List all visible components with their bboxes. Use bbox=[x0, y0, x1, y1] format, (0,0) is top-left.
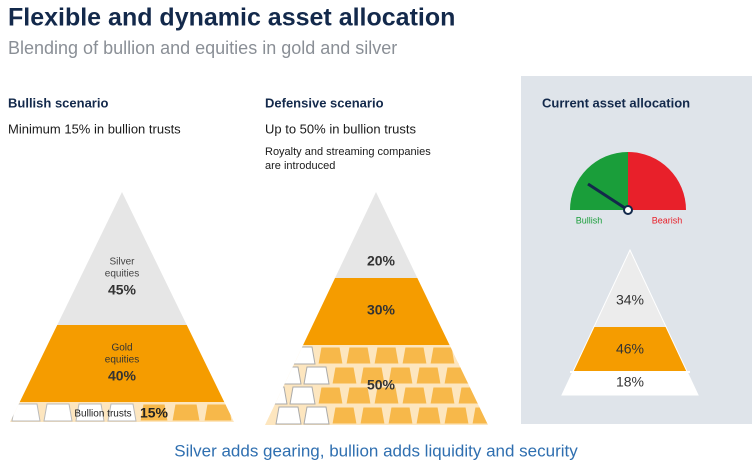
bullion-bar bbox=[317, 386, 344, 405]
layer-label: equities bbox=[105, 269, 139, 280]
layer-label: Bullion trusts bbox=[74, 409, 131, 420]
layer-label: Silver bbox=[109, 257, 135, 268]
layer-value: 18% bbox=[616, 374, 644, 390]
bullion-bar bbox=[387, 366, 414, 385]
footer: Silver adds gearing, bullion adds liquid… bbox=[174, 441, 578, 460]
bullion-bar bbox=[317, 346, 344, 365]
layer-value: 50% bbox=[367, 377, 396, 393]
bullion-bar bbox=[265, 346, 288, 365]
bullion-bar bbox=[485, 346, 488, 365]
bullion-bar bbox=[471, 366, 488, 385]
bullion-bar bbox=[203, 403, 233, 422]
bullion-bar bbox=[485, 386, 488, 405]
bullion-bar bbox=[373, 386, 400, 405]
panel-title: Defensive scenario bbox=[265, 95, 384, 110]
bullion-bar bbox=[303, 366, 330, 385]
bullion-bar bbox=[331, 366, 358, 385]
layer-value: 45% bbox=[108, 282, 137, 298]
bullion-bar bbox=[359, 406, 386, 425]
subtitle: Blending of bullion and equities in gold… bbox=[8, 38, 397, 58]
bullion-bar bbox=[429, 386, 456, 405]
bullion-bar bbox=[289, 386, 316, 405]
gauge-bullish bbox=[570, 152, 628, 210]
bullion-bar bbox=[415, 366, 442, 385]
bullion-bar bbox=[303, 406, 330, 425]
title: Flexible and dynamic asset allocation bbox=[8, 4, 455, 32]
bullion-bar bbox=[11, 403, 41, 422]
bullion-bar bbox=[345, 386, 372, 405]
layer-value: 30% bbox=[367, 302, 396, 318]
layer-label: Gold bbox=[111, 343, 132, 354]
gauge-bearish bbox=[628, 152, 686, 210]
layer-value: 34% bbox=[616, 292, 644, 308]
bullion-bar bbox=[275, 366, 302, 385]
bullion-bar bbox=[345, 346, 372, 365]
pyramid bbox=[10, 192, 234, 422]
bullion-bar bbox=[457, 346, 484, 365]
bullion-bar bbox=[289, 346, 316, 365]
bullion-bar bbox=[415, 406, 442, 425]
bullion-bar bbox=[331, 406, 358, 425]
gauge: Bullish Bearish bbox=[570, 152, 686, 225]
bullion-bar bbox=[373, 346, 400, 365]
pyramid-outline bbox=[561, 248, 699, 396]
bullion-bar bbox=[401, 346, 428, 365]
gauge-label: Bullish bbox=[576, 215, 603, 225]
panel-title: Bullish scenario bbox=[8, 95, 108, 110]
layer-value: 46% bbox=[616, 341, 644, 357]
layer-value: 40% bbox=[108, 368, 137, 384]
bullion-bar bbox=[275, 406, 302, 425]
bullion-bar bbox=[471, 406, 488, 425]
layer-value: 20% bbox=[367, 253, 396, 269]
panel-subtitle: Up to 50% in bullion trusts bbox=[265, 121, 417, 136]
panel-subtitle: Minimum 15% in bullion trusts bbox=[8, 121, 181, 136]
bullion-bar bbox=[359, 366, 386, 385]
panel-note: Royalty and streaming companies bbox=[265, 146, 431, 158]
bullion-bar bbox=[443, 366, 470, 385]
bullion-bar bbox=[265, 386, 288, 405]
bullion-bar bbox=[107, 403, 137, 422]
layer-label: equities bbox=[105, 355, 139, 366]
gauge-pivot bbox=[623, 205, 633, 215]
panel-note: are introduced bbox=[265, 160, 335, 172]
bullion-bar bbox=[401, 386, 428, 405]
bullion-bar bbox=[443, 406, 470, 425]
layer-value: 15% bbox=[140, 405, 169, 421]
bullion-bar bbox=[139, 403, 169, 422]
bullion-bar bbox=[429, 346, 456, 365]
gauge-label: Bearish bbox=[652, 215, 683, 225]
bullion-bar bbox=[75, 403, 105, 422]
bullion-bar bbox=[43, 403, 73, 422]
gauge-needle bbox=[587, 182, 629, 212]
bullion-bar bbox=[457, 386, 484, 405]
panel-title: Current asset allocation bbox=[542, 95, 690, 110]
bullion-bar bbox=[171, 403, 201, 422]
bullion-bar bbox=[387, 406, 414, 425]
